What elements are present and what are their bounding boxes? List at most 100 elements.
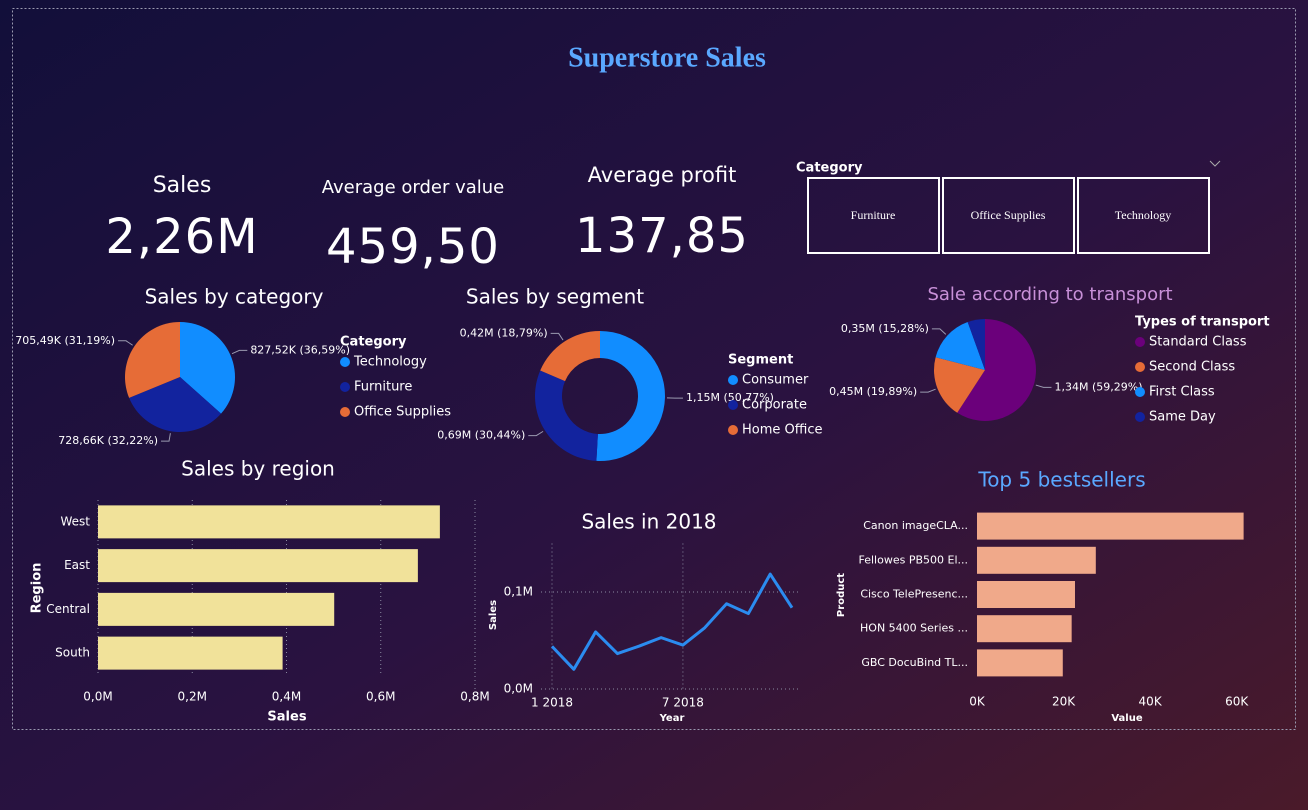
pie-slice bbox=[935, 322, 985, 370]
donut-slice bbox=[596, 331, 665, 461]
bar bbox=[98, 636, 283, 670]
x-axis-title: Value bbox=[1111, 713, 1142, 724]
slicer-chevron[interactable] bbox=[1209, 160, 1221, 167]
slicer-title: Category bbox=[796, 161, 863, 176]
y-axis-title: Sales bbox=[488, 600, 499, 630]
chart-title: Sales by segment bbox=[466, 285, 644, 309]
legend-swatch bbox=[728, 375, 738, 385]
pie-slice bbox=[933, 357, 985, 413]
legend-label: Corporate bbox=[742, 398, 807, 413]
x-tick-label: 0,0M bbox=[83, 690, 112, 704]
x-axis-title: Year bbox=[659, 713, 685, 724]
leader-line bbox=[1035, 384, 1052, 388]
legend-title: Category bbox=[340, 335, 407, 350]
legend-label: Home Office bbox=[742, 423, 822, 438]
legend-label: Consumer bbox=[742, 373, 809, 388]
data-label: 827,52K (36,59%) bbox=[250, 343, 350, 356]
pie-slice bbox=[180, 322, 236, 414]
slicer-label[interactable]: Furniture bbox=[851, 208, 896, 222]
legend-swatch bbox=[728, 425, 738, 435]
data-label: 1,34M (59,29%) bbox=[1054, 380, 1142, 393]
y-tick-label: Fellowes PB500 El... bbox=[859, 553, 969, 566]
kpi-label: Sales bbox=[153, 173, 212, 198]
slicer-label[interactable]: Technology bbox=[1115, 208, 1171, 222]
x-tick-label: 1 2018 bbox=[531, 696, 573, 710]
leader-line bbox=[528, 430, 544, 437]
slicer-item[interactable]: Office Supplies bbox=[942, 177, 1075, 254]
y-tick-label: Central bbox=[46, 602, 90, 616]
y-axis-title: Region bbox=[30, 563, 45, 614]
chart-title: Sales in 2018 bbox=[581, 510, 716, 534]
data-label: 0,69M (30,44%) bbox=[437, 429, 525, 442]
slicer-item[interactable]: Technology bbox=[1077, 177, 1210, 254]
leader-line bbox=[920, 388, 936, 393]
legend-swatch bbox=[340, 407, 350, 417]
data-label: 728,66K (32,22%) bbox=[58, 434, 158, 447]
kpi-label: Average order value bbox=[322, 177, 505, 198]
legend-swatch bbox=[1135, 412, 1145, 422]
leader-line bbox=[161, 433, 171, 442]
chart-title: Sale according to transport bbox=[927, 284, 1172, 305]
legend-swatch bbox=[728, 400, 738, 410]
leader-line bbox=[118, 340, 133, 346]
kpi-value: 2,26M bbox=[105, 209, 258, 265]
x-tick-label: 0,4M bbox=[272, 690, 301, 704]
slicer-item[interactable]: Furniture bbox=[807, 177, 940, 254]
leader-line bbox=[231, 349, 248, 355]
leader-line bbox=[931, 328, 947, 335]
line-series bbox=[550, 572, 794, 671]
donut-slice bbox=[540, 331, 600, 382]
data-label: 0,35M (15,28%) bbox=[841, 322, 929, 335]
data-label: 0,42M (18,79%) bbox=[460, 326, 548, 339]
y-tick-label: East bbox=[64, 558, 90, 572]
y-axis-title: Product bbox=[836, 573, 847, 617]
pie-slice bbox=[125, 322, 180, 398]
pie-slice bbox=[967, 319, 985, 370]
slicer-box[interactable] bbox=[942, 177, 1075, 254]
bar bbox=[977, 649, 1063, 677]
x-tick-label: 20K bbox=[1052, 695, 1076, 709]
report-border bbox=[12, 8, 1296, 730]
legend-label: Office Supplies bbox=[354, 405, 451, 420]
legend-swatch bbox=[1135, 387, 1145, 397]
x-tick-label: 60K bbox=[1225, 695, 1249, 709]
y-tick-label: 0,0M bbox=[504, 682, 533, 696]
legend-swatch bbox=[1135, 362, 1145, 372]
report-title: Superstore Sales bbox=[568, 42, 766, 73]
kpi-value: 137,85 bbox=[575, 208, 749, 264]
data-label: 1,15M (50,77%) bbox=[686, 391, 774, 404]
legend-title: Types of transport bbox=[1135, 315, 1270, 330]
slicer-label[interactable]: Office Supplies bbox=[971, 208, 1046, 222]
legend-title: Segment bbox=[728, 353, 793, 368]
legend-label: Technology bbox=[353, 355, 427, 370]
bar bbox=[977, 581, 1075, 608]
slicer-box[interactable] bbox=[807, 177, 940, 254]
x-tick-label: 0,6M bbox=[366, 690, 395, 704]
pie-slice bbox=[129, 377, 222, 433]
chart-title: Sales by category bbox=[145, 285, 324, 309]
bar bbox=[98, 592, 335, 626]
x-tick-label: 40K bbox=[1139, 695, 1163, 709]
y-tick-label: 0,1M bbox=[504, 585, 533, 599]
y-tick-label: South bbox=[55, 646, 90, 660]
bar bbox=[98, 549, 418, 583]
x-tick-label: 0,2M bbox=[178, 690, 207, 704]
donut-slice bbox=[535, 370, 598, 461]
legend-label: Standard Class bbox=[1149, 335, 1247, 350]
kpi-label: Average profit bbox=[588, 163, 737, 187]
data-label: 705,49K (31,19%) bbox=[15, 334, 115, 347]
pie-slice bbox=[957, 319, 1036, 421]
data-label: 0,45M (19,89%) bbox=[829, 385, 917, 398]
slicer-box[interactable] bbox=[1077, 177, 1210, 254]
legend-label: First Class bbox=[1149, 385, 1215, 400]
legend-swatch bbox=[340, 382, 350, 392]
legend-swatch bbox=[1135, 337, 1145, 347]
y-tick-label: Cisco TelePresenc... bbox=[860, 588, 968, 601]
y-tick-label: GBC DocuBind TL... bbox=[861, 656, 968, 669]
y-tick-label: HON 5400 Series ... bbox=[860, 622, 968, 635]
bar bbox=[977, 546, 1096, 574]
x-tick-label: 0K bbox=[969, 695, 986, 709]
x-tick-label: 7 2018 bbox=[662, 696, 704, 710]
